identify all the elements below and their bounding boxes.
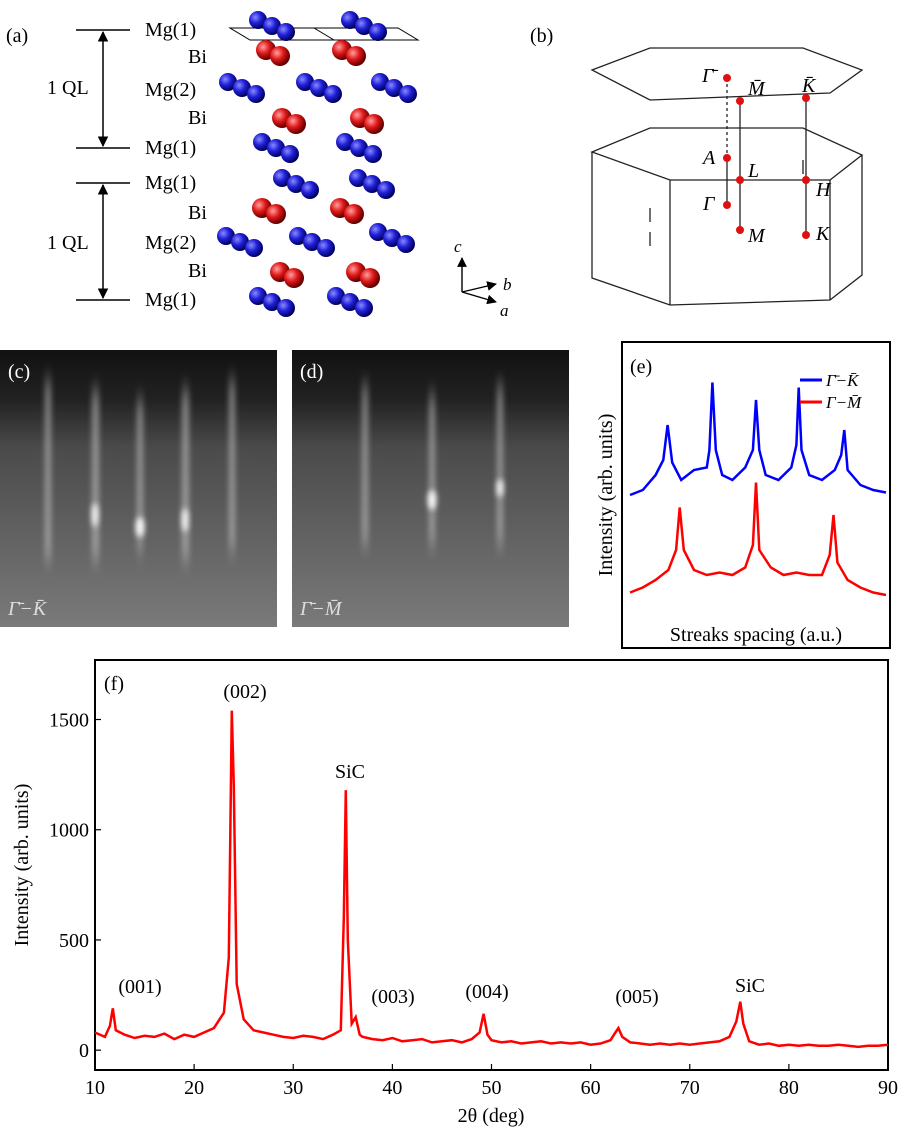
crystal-structure: (a) 1 QL 1 QL Mg(1) Bi Mg(2) Bi Mg(1) Mg… — [6, 11, 512, 320]
plot-frame — [621, 341, 891, 649]
layer-label: Mg(1) — [145, 289, 196, 311]
x-tick-label: 90 — [878, 1077, 898, 1099]
atoms — [217, 11, 417, 317]
x-axis-label: Streaks spacing (a.u.) — [670, 624, 842, 646]
point-label: Γ — [702, 193, 716, 215]
layer-label: Mg(1) — [145, 137, 196, 159]
axis-label: b — [503, 275, 512, 294]
axis-label: a — [500, 301, 509, 320]
x-axis-label: 2θ (deg) — [458, 1105, 525, 1127]
layer-label: Bi — [188, 260, 207, 282]
x-tick-label: 60 — [581, 1077, 601, 1099]
x-tick-label: 70 — [680, 1077, 700, 1099]
x-tick-label: 80 — [779, 1077, 799, 1099]
panel-label: (a) — [6, 25, 28, 47]
data-line — [629, 482, 887, 597]
layer-label: Bi — [188, 107, 207, 129]
point-label: A — [701, 147, 716, 169]
panel-label: (b) — [530, 25, 553, 47]
y-tick-label: 1000 — [49, 820, 89, 842]
peak-annotation: SiC — [735, 975, 765, 997]
x-tick-label: 30 — [283, 1077, 303, 1099]
layer-label: Mg(1) — [145, 19, 196, 41]
point-label: M̄ — [747, 78, 766, 100]
point-label: K̄ — [801, 75, 817, 97]
x-tick-label: 40 — [382, 1077, 402, 1099]
y-axis-label: Intensity (arb. units) — [595, 414, 617, 577]
y-tick-label: 0 — [79, 1040, 89, 1062]
peak-annotation: (003) — [371, 986, 414, 1008]
layer-label: Mg(1) — [145, 172, 196, 194]
axis-label: c — [454, 237, 462, 256]
rheed-label: Γ̄−K̄ — [7, 598, 48, 620]
legend-label: Γ−M̄ — [825, 393, 862, 412]
y-tick-label: 500 — [59, 930, 89, 952]
point-label: H — [815, 179, 832, 201]
data-line — [94, 710, 889, 1049]
point-label: Γ̄ — [701, 65, 718, 87]
brillouin-zone: (b) Γ̄ M̄ K̄ A L H Γ M K — [530, 25, 864, 306]
x-tick-label: 20 — [184, 1077, 204, 1099]
layer-label: Bi — [188, 202, 207, 224]
ql-label: 1 QL — [47, 77, 89, 99]
panel-label: (e) — [630, 356, 652, 378]
layer-label: Bi — [188, 46, 207, 68]
peak-annotation: (005) — [615, 986, 658, 1008]
point-label: L — [747, 160, 759, 182]
y-tick-label: 1500 — [49, 710, 89, 732]
legend-label: Γ̄−K̄ — [825, 371, 860, 390]
rheed-image: (c) Γ̄−K̄ — [0, 350, 277, 627]
layer-label: Mg(2) — [145, 232, 196, 254]
x-tick-label: 10 — [85, 1077, 105, 1099]
panel-label: (c) — [8, 361, 30, 383]
panel-label: (d) — [300, 361, 323, 383]
peak-annotation: (001) — [118, 976, 161, 998]
ql-label: 1 QL — [47, 232, 89, 254]
data-line — [629, 382, 887, 497]
point-label: K — [815, 223, 831, 245]
peak-annotation: (002) — [223, 681, 266, 703]
plot-frame — [94, 659, 889, 1071]
layer-label: Mg(2) — [145, 79, 196, 101]
y-axis-label: Intensity (arb. units) — [11, 784, 33, 947]
panel-label: (f) — [104, 673, 124, 695]
peak-annotation: SiC — [335, 761, 365, 783]
rheed-label: Γ̄−M̄ — [299, 598, 343, 620]
rheed-image: (d) Γ̄−M̄ — [292, 350, 569, 627]
x-tick-label: 50 — [482, 1077, 502, 1099]
point-label: M — [747, 225, 766, 247]
peak-annotation: (004) — [465, 981, 508, 1003]
